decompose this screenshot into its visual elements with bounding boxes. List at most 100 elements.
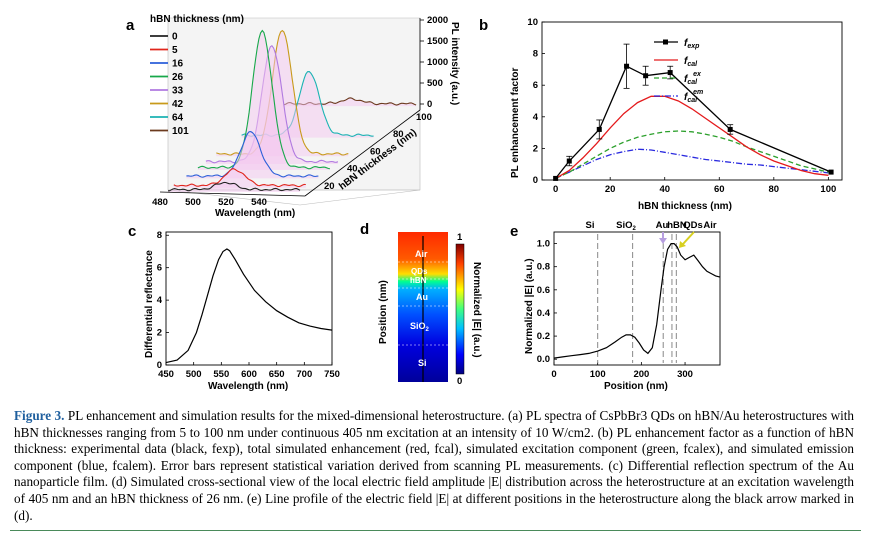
figure-caption: Figure 3. PL enhancement and simulation … [14, 408, 854, 524]
x-tick-label: 20 [605, 184, 616, 195]
pl-spectrum-16nm [186, 131, 319, 178]
y-tick-label: 8 [157, 230, 162, 241]
panel-e-x-label: Position (nm) [604, 381, 668, 392]
panel-a-curves [167, 29, 417, 192]
legend-f-exp: fexp [684, 38, 700, 50]
colorbar-min: 0 [457, 376, 462, 387]
x-tick-label: 650 [269, 369, 285, 380]
x-tick-label: 500 [185, 197, 201, 208]
y-tick-label: 0.4 [537, 308, 551, 319]
series-f-cal [555, 95, 829, 179]
y-tick-label: 0.6 [537, 285, 550, 296]
layer-label: Si [586, 220, 595, 231]
pl-spectrum-5nm [173, 168, 306, 188]
x-tick-label: 600 [241, 369, 257, 380]
series-f-cal-em [555, 148, 829, 179]
field-profile [553, 243, 721, 359]
panel-a-floor-edge [167, 189, 421, 206]
y-tick-label: 0 [157, 360, 162, 371]
x-tick-label: 450 [158, 369, 174, 380]
x-tick-label: 100 [590, 369, 606, 380]
panel-a: a 480 500 520 540 Wavelength (nm) 204060801… [126, 14, 460, 219]
panel-e-letter: e [510, 223, 518, 240]
layer-si: Si [418, 358, 427, 368]
z-tick-label: 500 [427, 78, 443, 89]
data-point [643, 73, 649, 79]
series-f-cal-ex [555, 130, 829, 179]
pl-spectrum-26nm [197, 29, 330, 170]
x-tick-label: 0 [553, 184, 558, 195]
x-tick-label: 40 [659, 184, 670, 195]
y-tick-label: 10 [527, 17, 538, 28]
depth-tick-label: 80 [393, 129, 404, 140]
data-point [566, 158, 572, 164]
layer-label: SiO2 [616, 220, 636, 232]
panel-b-frame [541, 21, 843, 181]
x-tick-label: 200 [633, 369, 649, 380]
depth-tick-label: 20 [324, 181, 335, 192]
layer-sio2: SiO2 [410, 321, 430, 333]
y-tick-label: 4 [157, 295, 163, 306]
data-point [828, 169, 834, 175]
z-tick-label: 1500 [427, 36, 448, 47]
data-point [553, 175, 559, 181]
legend-f-cal-ex: fcalex [684, 71, 702, 86]
legend-entry: 101 [172, 126, 189, 137]
panel-c-y-label: Differential reflectance [144, 250, 155, 358]
y-tick-label: 0.0 [537, 354, 550, 365]
panel-d: d Air QDs hBN Au SiO2 Si Position (nm) 1… [360, 221, 482, 387]
panel-b-y-label: PL enhancement factor [510, 67, 521, 178]
panel-a-x-label: Wavelength (nm) [215, 208, 295, 219]
data-point [596, 126, 602, 132]
panel-b-series [553, 43, 834, 181]
series-f-exp [555, 65, 832, 179]
layer-label: QDs [683, 220, 703, 231]
layer-hbn: hBN [410, 276, 427, 285]
y-tick-label: 6 [157, 263, 162, 274]
panel-a-letter: a [126, 17, 135, 34]
y-tick-label: 0.8 [537, 262, 550, 273]
legend-entry: 16 [172, 59, 184, 70]
panel-a-depth-axis [304, 109, 421, 197]
y-tick-label: 1.0 [537, 239, 550, 250]
panel-e: e 0 100 200 300 0.0 0.2 0.4 0.6 0.8 1.0 Si SiO2 Auh… [510, 220, 721, 392]
caption-text: PL enhancement and simulation results fo… [14, 408, 855, 523]
layer-qds: QDs [411, 267, 428, 276]
panel-e-ticks: 0 100 200 300 0.0 0.2 0.4 0.6 0.8 1.0 [537, 239, 693, 380]
panel-e-boundaries [597, 234, 677, 363]
y-tick-label: 8 [533, 49, 538, 60]
x-tick-label: 700 [296, 369, 312, 380]
panel-c-ticks: 450 500 550 600 650 700 750 0 2 4 6 8 [157, 230, 340, 380]
panel-a-z-ticks: 0 500 1000 1500 2000 [420, 15, 448, 110]
panel-c: c 450 500 550 600 650 700 750 0 2 4 6 8 Differentia… [128, 223, 340, 392]
panel-a-x-ticks: 480 500 520 540 [152, 197, 267, 208]
layer-au: Au [416, 292, 428, 302]
panel-b-legend: fexp fcal fcalex fcalem [654, 38, 703, 104]
pl-spectrum-33nm [205, 44, 339, 164]
bottom-rule [10, 530, 861, 531]
x-tick-label: 500 [186, 369, 202, 380]
panel-e-series [553, 243, 721, 359]
y-tick-label: 2 [533, 143, 538, 154]
legend-entry: 42 [172, 99, 184, 110]
depth-tick-label: 60 [370, 146, 381, 157]
panel-e-frame [553, 231, 721, 366]
panel-b: b 0 20 40 60 80 100 0 2 4 6 8 10 PL enhancement fac… [479, 17, 843, 212]
panel-a-z-label: PL intensity (a.u.) [449, 22, 460, 105]
x-tick-label: 540 [251, 197, 267, 208]
reflectance-curve [165, 248, 333, 364]
x-tick-label: 100 [820, 184, 836, 195]
colorbar-max: 1 [457, 232, 463, 243]
panel-c-x-label: Wavelength (nm) [208, 381, 288, 392]
legend-entry: 64 [172, 113, 184, 124]
panel-a-legend-title: hBN thickness (nm) [150, 14, 244, 25]
legend-entry: 26 [172, 72, 184, 83]
layer-label: Au [656, 220, 669, 231]
legend-entry: 0 [172, 32, 178, 43]
legend-f-cal: fcal [684, 56, 698, 68]
layer-air: Air [415, 249, 428, 259]
x-tick-label: 80 [769, 184, 780, 195]
panel-c-letter: c [128, 223, 136, 240]
